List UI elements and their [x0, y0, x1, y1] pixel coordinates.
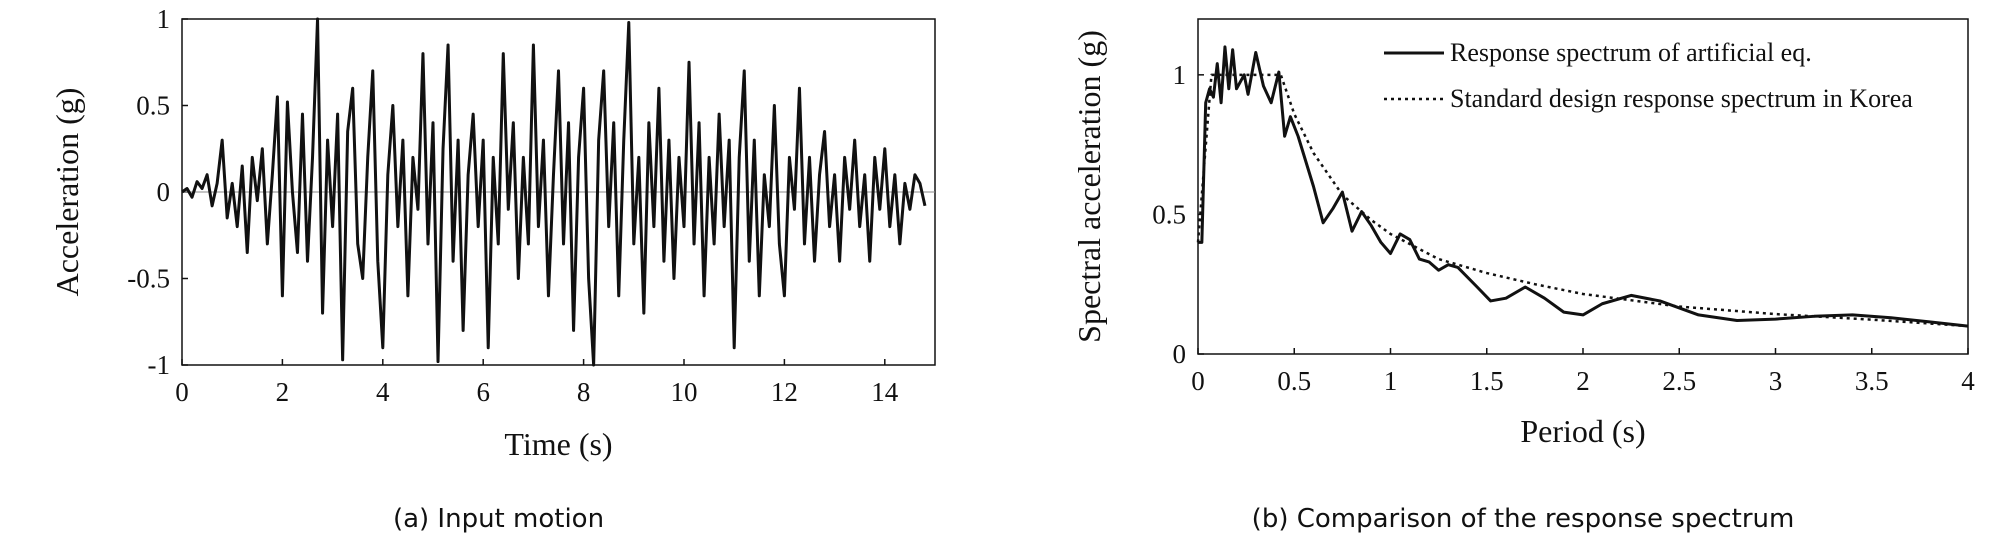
x-tick-label: 0 — [175, 377, 189, 407]
y-tick-label: 1 — [157, 4, 171, 34]
x-tick-label: 8 — [577, 377, 591, 407]
series-line — [181, 17, 927, 367]
legend-entry: Standard design response spectrum in Kor… — [1380, 82, 1940, 116]
x-tick-label: 3 — [1769, 366, 1783, 396]
caption: (b) Comparison of the response spectrum — [1252, 504, 1795, 534]
x-tick-label: 6 — [476, 377, 490, 407]
y-axis-title: Acceleration (g) — [49, 88, 85, 297]
x-tick-label: 12 — [771, 377, 798, 407]
y-tick-label: 0.5 — [136, 91, 170, 121]
series-line — [1198, 45, 1969, 328]
y-tick-label: 0 — [157, 177, 171, 207]
x-tick-label: 2.5 — [1662, 366, 1696, 396]
y-tick-label: -1 — [148, 350, 171, 380]
legend-label: Response spectrum of artificial eq. — [1450, 38, 1812, 67]
x-tick-label: 1 — [1384, 366, 1398, 396]
legend: Response spectrum of artificial eq. Stand… — [1380, 36, 1940, 128]
series-line — [1196, 73, 1969, 328]
legend-entry: Response spectrum of artificial eq. — [1380, 36, 1940, 70]
x-tick-label: 1.5 — [1470, 366, 1504, 396]
caption: (a) Input motion — [393, 504, 604, 534]
y-tick-label: 0.5 — [1152, 199, 1186, 229]
x-tick-label: 14 — [871, 377, 899, 407]
y-tick-label: -0.5 — [127, 264, 170, 294]
x-tick-label: 2 — [276, 377, 290, 407]
y-axis-title: Spectral acceleration (g) — [1071, 30, 1107, 343]
legend-label: Standard design response spectrum in Kor… — [1450, 84, 1913, 113]
x-tick-label: 10 — [671, 377, 698, 407]
x-tick-label: 2 — [1576, 366, 1590, 396]
x-axis-title: Time (s) — [504, 426, 612, 462]
y-tick-label: 0 — [1173, 339, 1187, 369]
x-tick-label: 4 — [1961, 366, 1975, 396]
x-axis-title: Period (s) — [1520, 413, 1645, 449]
legend-swatch — [1384, 51, 1444, 55]
x-tick-label: 0 — [1191, 366, 1205, 396]
x-tick-label: 0.5 — [1277, 366, 1311, 396]
x-tick-label: 3.5 — [1855, 366, 1889, 396]
y-tick-label: 1 — [1173, 60, 1187, 90]
x-tick-label: 4 — [376, 377, 390, 407]
legend-swatch — [1384, 97, 1444, 101]
